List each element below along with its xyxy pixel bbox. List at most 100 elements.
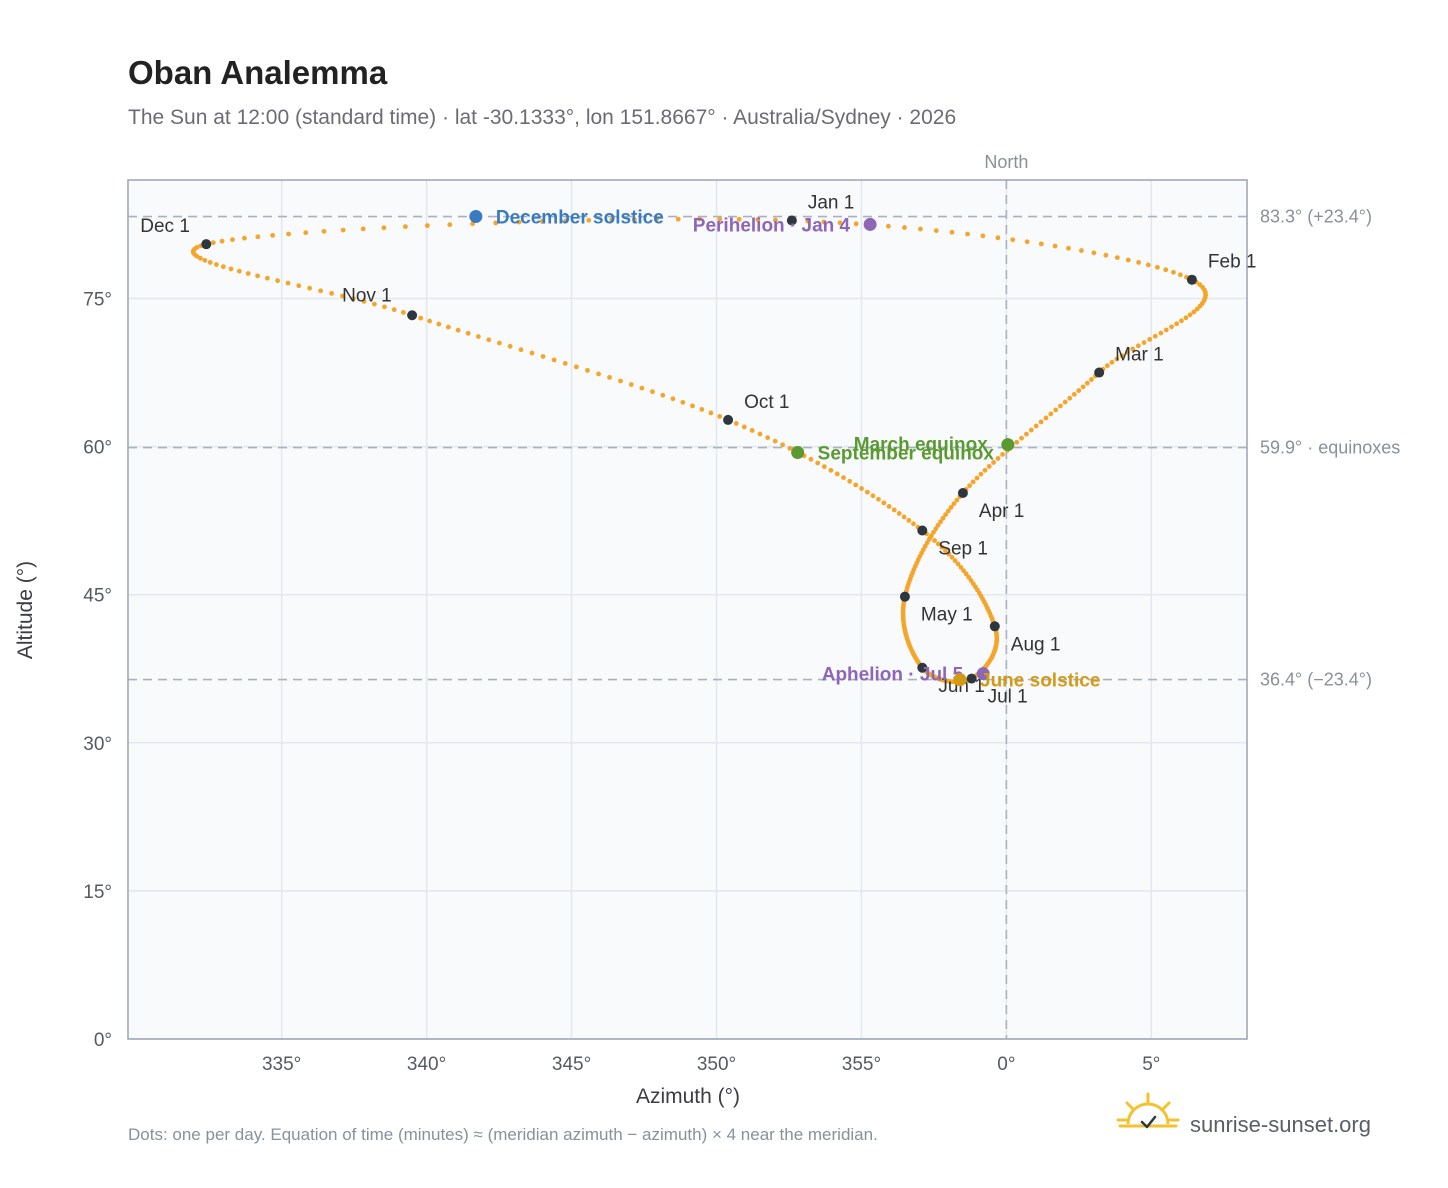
daily-sun-dot	[585, 367, 590, 373]
x-tick-label: 345°	[552, 1054, 591, 1075]
x-tick-label: 335°	[262, 1054, 301, 1075]
daily-sun-dot	[670, 396, 676, 402]
daily-sun-dot	[563, 218, 569, 224]
daily-sun-dot	[475, 334, 481, 339]
x-tick-label: 340°	[407, 1054, 446, 1075]
daily-sun-dot	[1089, 377, 1094, 382]
daily-sun-dot	[696, 216, 702, 222]
daily-sun-dot	[230, 237, 235, 243]
daily-sun-dot	[1038, 241, 1044, 247]
daily-sun-dot	[847, 478, 853, 484]
daily-sun-dot	[418, 315, 424, 321]
x-tick-label: 350°	[697, 1054, 736, 1075]
daily-sun-dot	[821, 219, 827, 225]
daily-sun-dot	[321, 228, 327, 234]
daily-sun-dot	[982, 467, 988, 473]
daily-sun-dot	[1071, 391, 1077, 397]
daily-sun-dot	[236, 268, 242, 274]
daily-sun-dot	[607, 375, 612, 380]
sun-logo-icon	[1116, 1092, 1180, 1129]
daily-sun-dot	[1066, 245, 1071, 251]
daily-sun-dot	[886, 504, 892, 509]
daily-sun-dot	[207, 260, 213, 265]
daily-sun-dot	[952, 558, 958, 564]
daily-sun-dot	[928, 534, 934, 540]
daily-sun-dot	[507, 343, 513, 349]
daily-sun-dot	[870, 493, 876, 499]
daily-sun-dot	[1103, 252, 1109, 258]
daily-sun-dot	[787, 446, 793, 451]
daily-sun-dot	[931, 529, 936, 535]
daily-sun-dot	[949, 229, 955, 235]
x-tick-label: 355°	[842, 1054, 881, 1075]
daily-sun-dot	[699, 407, 705, 412]
event-point	[863, 217, 877, 231]
daily-sun-dot	[1163, 327, 1169, 333]
event-point	[469, 210, 483, 224]
daily-sun-dot	[948, 505, 954, 510]
daily-sun-dot	[741, 424, 747, 430]
month-point	[1186, 274, 1197, 285]
daily-sun-dot	[1067, 395, 1073, 401]
daily-sun-dot	[1124, 349, 1130, 355]
daily-sun-dot	[717, 216, 723, 222]
daily-sun-dot	[1163, 267, 1169, 273]
daily-sun-dot	[1024, 239, 1030, 245]
daily-sun-dot	[455, 327, 461, 333]
daily-sun-dot	[228, 266, 234, 272]
daily-sun-dot	[1010, 237, 1016, 243]
daily-sun-dot	[551, 357, 557, 363]
daily-sun-dot	[210, 240, 216, 246]
month-label: Apr 1	[979, 501, 1024, 522]
daily-sun-dot	[213, 262, 219, 267]
daily-sun-dot	[245, 271, 251, 276]
daily-sun-dot	[1158, 330, 1164, 336]
daily-sun-dot	[529, 350, 535, 356]
daily-sun-dot	[901, 514, 907, 520]
daily-sun-dot	[391, 307, 397, 313]
daily-sun-dot	[834, 471, 840, 477]
daily-sun-dot	[445, 324, 451, 330]
daily-sun-dot	[749, 428, 755, 433]
daily-sun-dot	[808, 456, 814, 462]
daily-sun-dot	[772, 438, 778, 444]
month-point	[917, 525, 928, 536]
y-tick-label: 30°	[83, 734, 112, 755]
daily-sun-dot	[1000, 452, 1005, 457]
daily-sun-dot	[1076, 388, 1082, 393]
daily-sun-dot	[805, 218, 811, 224]
daily-sun-dot	[329, 290, 335, 296]
daily-sun-dot	[340, 227, 346, 233]
daily-sun-dot	[955, 561, 961, 567]
daily-sun-dot	[837, 220, 843, 226]
daily-sun-dot	[242, 235, 247, 241]
month-point	[989, 621, 1000, 632]
month-point	[899, 591, 910, 602]
daily-sun-dot	[303, 230, 309, 236]
daily-sun-dot	[755, 217, 761, 222]
daily-sun-dot	[906, 517, 912, 523]
event-point	[791, 446, 805, 460]
daily-sun-dot	[1033, 423, 1039, 429]
daily-sun-dot	[660, 392, 666, 398]
footnote: Dots: one per day. Equation of time (min…	[128, 1125, 878, 1144]
daily-sun-dot	[1183, 315, 1189, 321]
daily-sun-dot	[995, 235, 1001, 241]
daily-sun-dot	[986, 463, 992, 469]
x-tick-label: 0°	[997, 1054, 1015, 1075]
daily-sun-dot	[1174, 321, 1180, 327]
daily-sun-dot	[1080, 384, 1086, 390]
reference-lines: 83.3° (+23.4°) 59.9° · equinoxes 36.4° (−2…	[128, 152, 1400, 1039]
month-label: Nov 1	[342, 285, 392, 306]
daily-sun-dot	[864, 489, 870, 495]
month-point	[723, 414, 734, 425]
month-label: Oct 1	[744, 392, 789, 413]
daily-sun-dot	[219, 238, 225, 244]
daily-sun-dot	[1104, 363, 1110, 369]
daily-sun-dot	[1136, 260, 1141, 265]
x-axis-title: Azimuth (°)	[636, 1085, 740, 1108]
event-point	[953, 673, 967, 687]
daily-sun-dot	[932, 538, 937, 543]
daily-sun-dot	[573, 364, 579, 370]
